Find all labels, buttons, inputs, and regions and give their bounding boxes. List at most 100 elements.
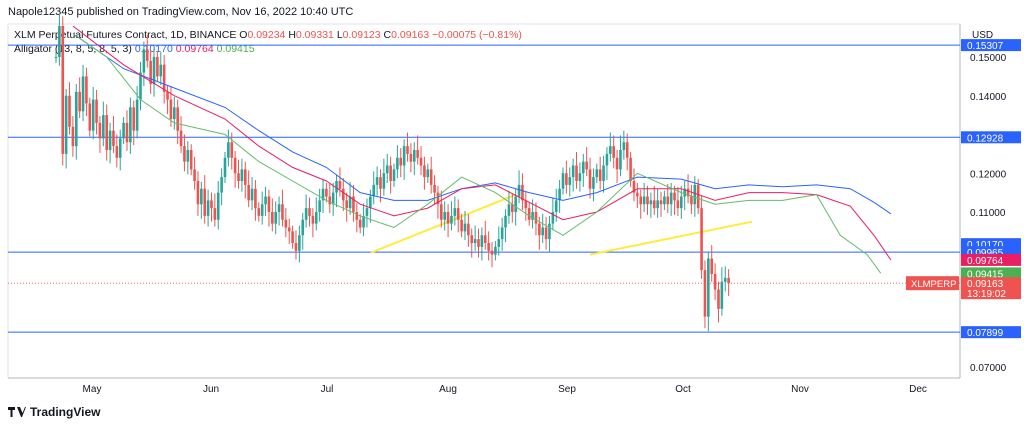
candle-body — [162, 64, 166, 92]
low-value: 0.09123 — [342, 29, 381, 41]
candle-body — [527, 208, 531, 220]
candle-body — [331, 192, 335, 205]
candle-body — [693, 184, 697, 205]
candle-body — [264, 196, 267, 205]
candle-body — [477, 239, 480, 247]
y-tick-label: 0.12000 — [970, 169, 1007, 180]
y-tick-label: 0.15000 — [970, 53, 1007, 64]
candle-body — [605, 153, 609, 166]
candle-body — [189, 150, 193, 170]
indicator-title: Alligator (13, 8, 5, 8, 5, 3) — [14, 43, 132, 55]
candle-body — [105, 115, 108, 150]
candle-body — [385, 165, 389, 174]
candle-body — [632, 181, 636, 193]
price-label-text: 0.10170 — [967, 240, 1004, 251]
candle-body — [629, 157, 632, 181]
candle-body — [426, 169, 430, 178]
candle-body — [625, 142, 629, 158]
candle-body — [318, 200, 321, 212]
candle-body — [531, 212, 534, 220]
candle-body — [183, 146, 186, 162]
candle-body — [260, 204, 264, 216]
candle-body — [450, 215, 453, 224]
candle-body — [717, 289, 720, 309]
candle-body — [602, 165, 605, 181]
candle-body — [342, 188, 345, 201]
candle-body — [511, 204, 514, 212]
candle-body — [294, 243, 298, 251]
candle-body — [713, 274, 717, 290]
price-label-text: 0.15307 — [967, 41, 1004, 52]
price-label-text: 0.09415 — [967, 269, 1004, 280]
candle-body — [91, 99, 95, 131]
candle-body — [615, 157, 619, 170]
candle-body — [159, 64, 163, 77]
candle-body — [609, 146, 612, 154]
candle-body — [156, 57, 159, 77]
candle-body — [490, 250, 494, 255]
currency-label: USD — [972, 30, 994, 41]
candle-body — [335, 181, 338, 193]
candle-body — [548, 223, 551, 240]
candle-body — [173, 107, 176, 119]
candle-body — [710, 258, 714, 274]
candle-body — [497, 239, 501, 247]
candle-body — [700, 208, 703, 271]
candle-body — [551, 212, 555, 224]
change-value: −0.00075 (−0.81%) — [432, 29, 522, 41]
candle-body — [690, 196, 693, 205]
candle-body — [456, 208, 460, 220]
candle-body — [247, 184, 250, 201]
candle-body — [243, 169, 247, 185]
candle-body — [85, 76, 88, 104]
candle-body — [98, 122, 102, 139]
teeth-value: 0.09764 — [175, 43, 214, 55]
candle-body — [115, 146, 119, 158]
candle-body — [203, 188, 207, 216]
candle-body — [304, 208, 308, 220]
candle-body — [375, 177, 379, 185]
candle-body — [544, 227, 548, 240]
candle-body — [676, 200, 680, 209]
symbol-title: XLM Perpetual Futures Contract, 1D, BINA… — [14, 29, 237, 41]
candle-body — [250, 188, 254, 201]
candle-body — [521, 184, 524, 201]
candle-body — [453, 208, 457, 216]
candle-body — [727, 277, 730, 284]
candle-body — [412, 150, 416, 162]
candle-body — [652, 200, 656, 209]
candle-body — [287, 227, 291, 232]
candle-body — [500, 227, 504, 240]
x-tick-label: Jun — [203, 384, 219, 395]
candle-body — [389, 165, 392, 181]
candle-body — [561, 173, 565, 189]
candle-body — [145, 49, 149, 61]
candle-body — [369, 196, 372, 209]
candle-body — [227, 142, 230, 158]
tradingview-logo-icon — [8, 407, 26, 417]
price-label-box — [961, 253, 1021, 266]
candle-body — [575, 165, 578, 181]
price-label-text: 0.09163 — [967, 279, 1004, 290]
price-label-text: 0.09965 — [967, 248, 1004, 259]
candle-body — [149, 60, 152, 85]
price-countdown-text: 13:19:02 — [967, 289, 1006, 300]
price-label-box — [961, 131, 1021, 144]
y-tick-label: 0.11000 — [970, 208, 1006, 219]
trendline — [370, 193, 517, 254]
candle-body — [233, 157, 237, 174]
candle-body — [416, 150, 419, 158]
candle-body — [223, 157, 227, 178]
tradingview-footer: TradingView — [8, 405, 100, 419]
candle-body — [433, 184, 436, 193]
candle-body — [649, 200, 653, 205]
candle-body — [257, 208, 261, 216]
candle-body — [152, 57, 156, 85]
candle-body — [683, 188, 686, 197]
candle-body — [176, 107, 179, 131]
candle-body — [592, 177, 595, 189]
candle-body — [402, 146, 406, 166]
candle-body — [308, 208, 311, 216]
candle-body — [112, 130, 115, 147]
